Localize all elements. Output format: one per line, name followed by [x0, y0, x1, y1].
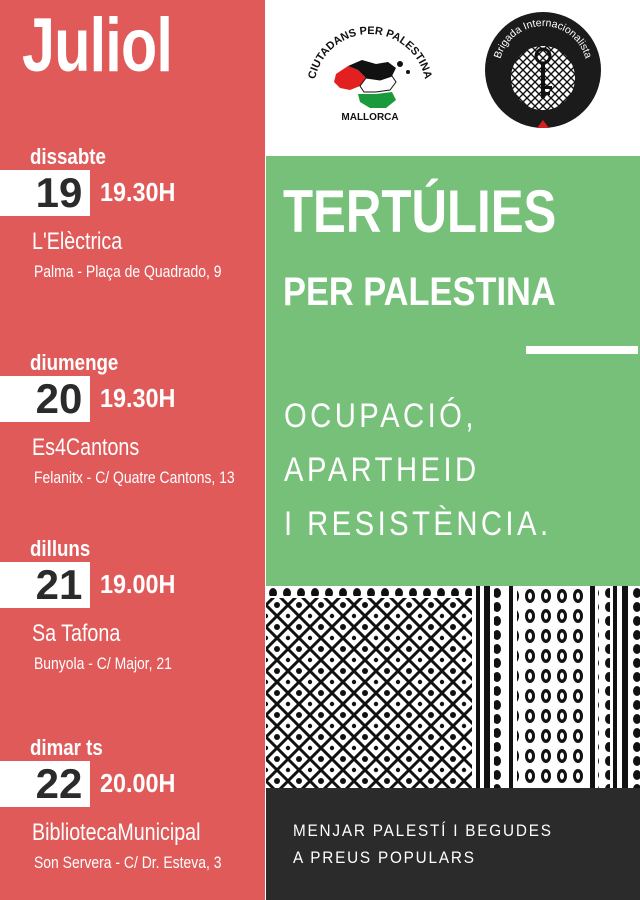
keffiyeh-pattern: [266, 586, 640, 788]
event-venue: Es4Cantons: [32, 434, 140, 461]
event-date: 21: [35, 561, 83, 608]
schedule-column: [0, 0, 265, 900]
brigada-internacionalista-logo: Brigada Internacionalista: [485, 12, 601, 128]
event-date: 20: [35, 375, 83, 422]
divider-line: [526, 346, 638, 354]
event-address: Felanitx - C/ Quatre Cantons, 13: [34, 468, 235, 487]
title-panel: [266, 156, 640, 586]
theme-line-1: OCUPACIÓ,: [284, 397, 477, 435]
event-date: 19: [35, 169, 83, 216]
event-address: Son Servera - C/ Dr. Esteva, 3: [34, 853, 222, 872]
event-date: 22: [35, 760, 83, 807]
food-line-1: MENJAR PALESTÍ I BEGUDES: [293, 821, 553, 840]
event-time: 19.30H: [100, 383, 176, 413]
date-box: [0, 170, 90, 216]
month-title: Juliol: [22, 3, 173, 88]
date-box: [0, 562, 90, 608]
event-day: diumenge: [30, 350, 119, 375]
event-day: dissabte: [30, 144, 106, 169]
subheadline: PER PALESTINA: [283, 270, 556, 314]
food-line-2: A PREUS POPULARS: [293, 848, 476, 867]
event-venue: Sa Tafona: [32, 620, 121, 647]
event-day: dimar ts: [30, 735, 103, 760]
theme-line-3: I RESISTÈNCIA.: [284, 505, 552, 543]
event-venue: BibliotecaMunicipal: [32, 819, 201, 846]
event-time: 19.30H: [100, 177, 176, 207]
headline: TERTÚLIES: [283, 178, 557, 245]
date-box: [0, 761, 90, 807]
date-box: [0, 376, 90, 422]
food-banner: [266, 788, 640, 900]
svg-text:MALLORCA: MALLORCA: [341, 112, 398, 123]
event-address: Palma - Plaça de Quadrado, 9: [34, 262, 222, 281]
theme-line-2: APARTHEID: [284, 451, 480, 489]
event-time: 20.00H: [100, 768, 176, 798]
event-venue: L'Elèctrica: [32, 228, 123, 255]
ciutadans-per-palestina-logo: CIUTADANS PER PALESTINA MALLORCA: [306, 25, 434, 123]
event-day: dilluns: [30, 536, 91, 561]
event-time: 19.00H: [100, 569, 176, 599]
event-address: Bunyola - C/ Major, 21: [34, 654, 172, 673]
